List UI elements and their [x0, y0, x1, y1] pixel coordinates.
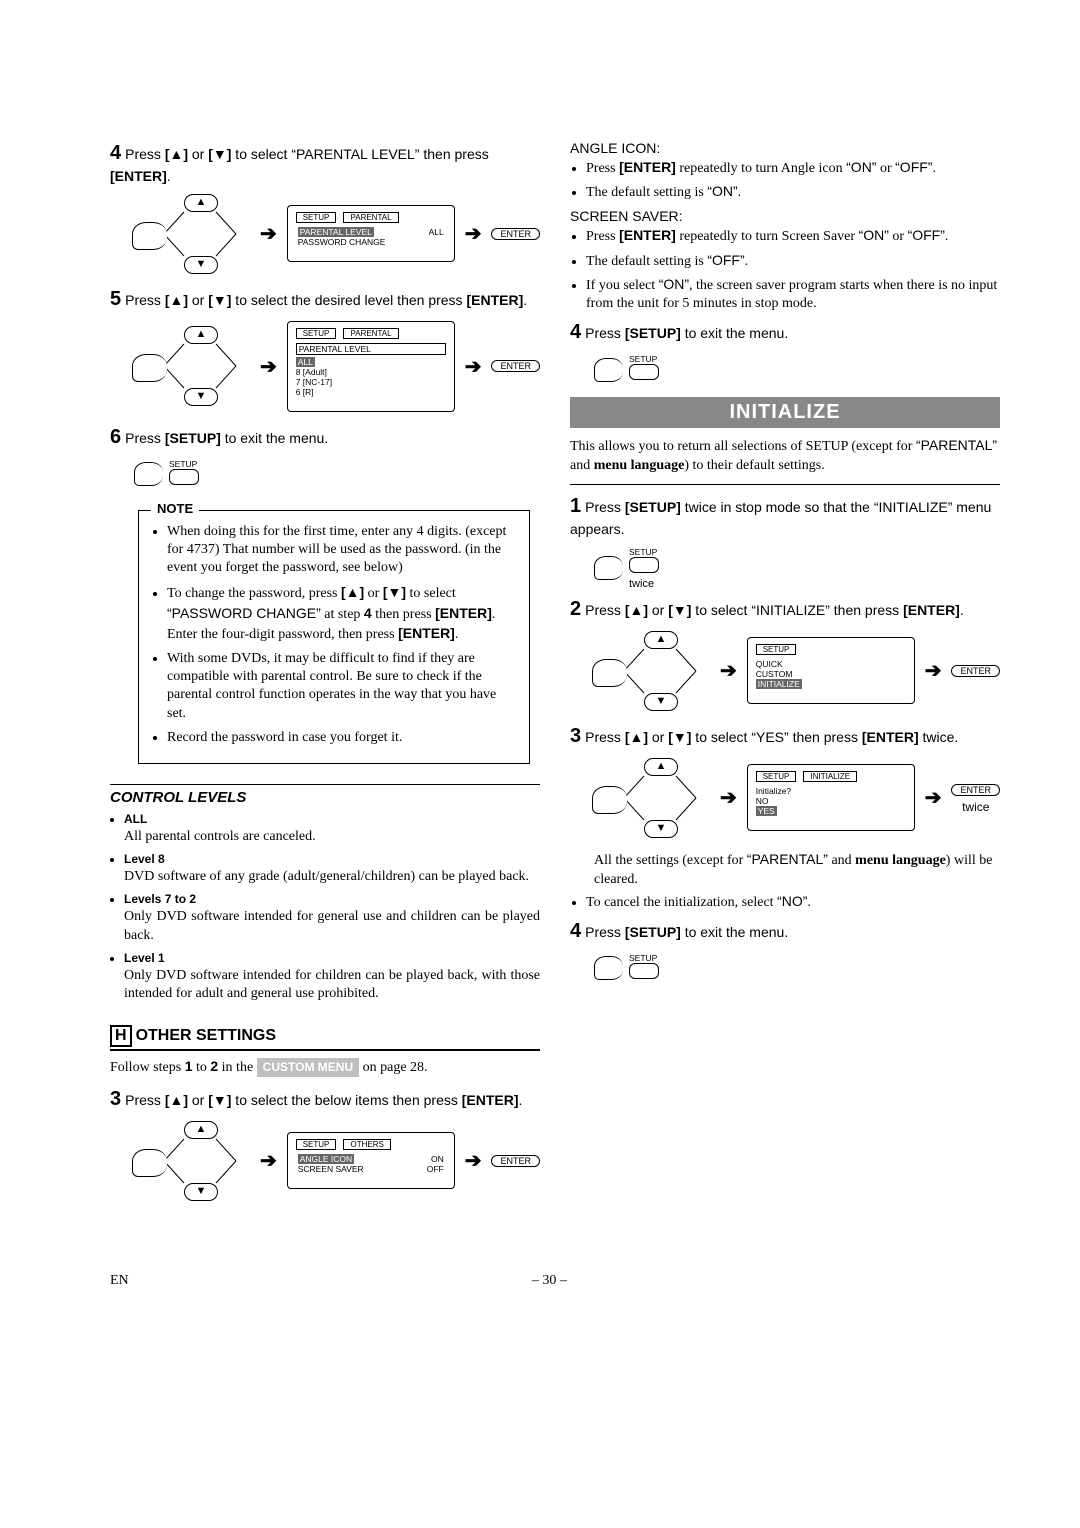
down-button-icon: ▼	[184, 256, 218, 274]
init-cancel-list: To cancel the initialization, select “NO…	[570, 892, 1000, 912]
screen-saver-list: Press [ENTER] repeatedly to turn Screen …	[570, 226, 1000, 313]
note-item: When doing this for the first time, ente…	[167, 523, 517, 578]
arrow-icon: ➔	[465, 221, 482, 246]
diagram-other-step3: ▲ ▼ ➔ SETUP OTHERS ANGLE ICONON SCREEN S…	[134, 1121, 540, 1201]
other-settings-heading: HOTHER SETTINGS	[110, 1025, 540, 1051]
initialize-heading-bar: INITIALIZE	[570, 397, 1000, 428]
other-step-3: 3Press [▲] or [▼] to select the below it…	[110, 1086, 540, 1113]
osd-others: SETUP OTHERS ANGLE ICONON SCREEN SAVEROF…	[287, 1132, 455, 1189]
manual-page: 4Press [▲] or [▼] to select “PARENTAL LE…	[0, 0, 1080, 1273]
screen-saver-heading: SCREEN SAVER:	[570, 208, 1000, 224]
init-step-4: 4Press [SETUP] to exit the menu.	[570, 918, 1000, 945]
control-levels-heading: CONTROL LEVELS	[110, 784, 540, 806]
angle-icon-list: Press [ENTER] repeatedly to turn Angle i…	[570, 158, 1000, 202]
enter-pill: ENTER	[491, 228, 540, 240]
other-follow-text: Follow steps 1 to 2 in the CUSTOM MENU o…	[110, 1057, 540, 1078]
note-item: Record the password in case you forget i…	[167, 729, 517, 747]
init-step-3: 3Press [▲] or [▼] to select “YES” then p…	[570, 723, 1000, 750]
note-box: NOTE When doing this for the first time,…	[138, 510, 530, 764]
step-5: 5Press [▲] or [▼] to select the desired …	[110, 286, 540, 313]
step-number: 4	[110, 142, 121, 164]
remote-icon: ▲ ▼	[134, 326, 250, 406]
page-footer: EN – 30 –	[0, 1273, 1080, 1329]
setup-press-icon: SETUP	[594, 953, 1000, 984]
footer-page: – 30 –	[532, 1273, 567, 1289]
divider	[570, 484, 1000, 485]
setup-press-icon: SETUP	[134, 459, 540, 490]
diagram-step4: ▲ ▼ ➔ SETUP PARENTAL PARENTAL LEVELALL P…	[134, 194, 540, 274]
note-item: To change the password, press [▲] or [▼]…	[167, 583, 517, 644]
initialize-intro: This allows you to return all selections…	[570, 436, 1000, 476]
angle-icon-heading: ANGLE ICON:	[570, 140, 1000, 156]
diagram-init-step2: ▲ ▼ ➔ SETUP QUICK CUSTOM INITIALIZE ➔ EN…	[594, 631, 1000, 711]
hand-icon	[132, 222, 167, 250]
hand-icon	[134, 462, 163, 486]
step-6: 6Press [SETUP] to exit the menu.	[110, 424, 540, 451]
right-column: ANGLE ICON: Press [ENTER] repeatedly to …	[570, 140, 1000, 1213]
step-4: 4Press [▲] or [▼] to select “PARENTAL LE…	[110, 140, 540, 186]
note-item: With some DVDs, it may be difficult to f…	[167, 650, 517, 723]
control-levels: ALL All parental controls are canceled. …	[110, 812, 540, 1003]
setup-button-icon	[169, 469, 199, 485]
init-step-1: 1Press [SETUP] twice in stop mode so tha…	[570, 493, 1000, 539]
setup-press-icon: SETUP	[594, 354, 1000, 385]
init-step-2: 2Press [▲] or [▼] to select “INITIALIZE”…	[570, 596, 1000, 623]
setup-press-twice-icon: SETUPtwice	[594, 547, 1000, 590]
osd-level-list: SETUP PARENTAL PARENTAL LEVEL ALL 8 [Adu…	[287, 321, 455, 412]
osd-init-confirm: SETUP INITIALIZE Initialize? NO YES	[747, 764, 915, 831]
custom-menu-chip: CUSTOM MENU	[257, 1058, 359, 1077]
diagram-step5: ▲ ▼ ➔ SETUP PARENTAL PARENTAL LEVEL ALL …	[134, 321, 540, 412]
diagram-init-step3: ▲ ▼ ➔ SETUP INITIALIZE Initialize? NO YE…	[594, 758, 1000, 838]
init-after-text: All the settings (except for “PARENTAL” …	[594, 850, 1000, 890]
right-step-4a: 4Press [SETUP] to exit the menu.	[570, 319, 1000, 346]
osd-parental-level: SETUP PARENTAL PARENTAL LEVELALL PASSWOR…	[287, 205, 455, 262]
footer-lang: EN	[110, 1273, 129, 1289]
osd-init-menu: SETUP QUICK CUSTOM INITIALIZE	[747, 637, 915, 704]
remote-icon: ▲ ▼	[134, 194, 250, 274]
left-column: 4Press [▲] or [▼] to select “PARENTAL LE…	[110, 140, 540, 1213]
